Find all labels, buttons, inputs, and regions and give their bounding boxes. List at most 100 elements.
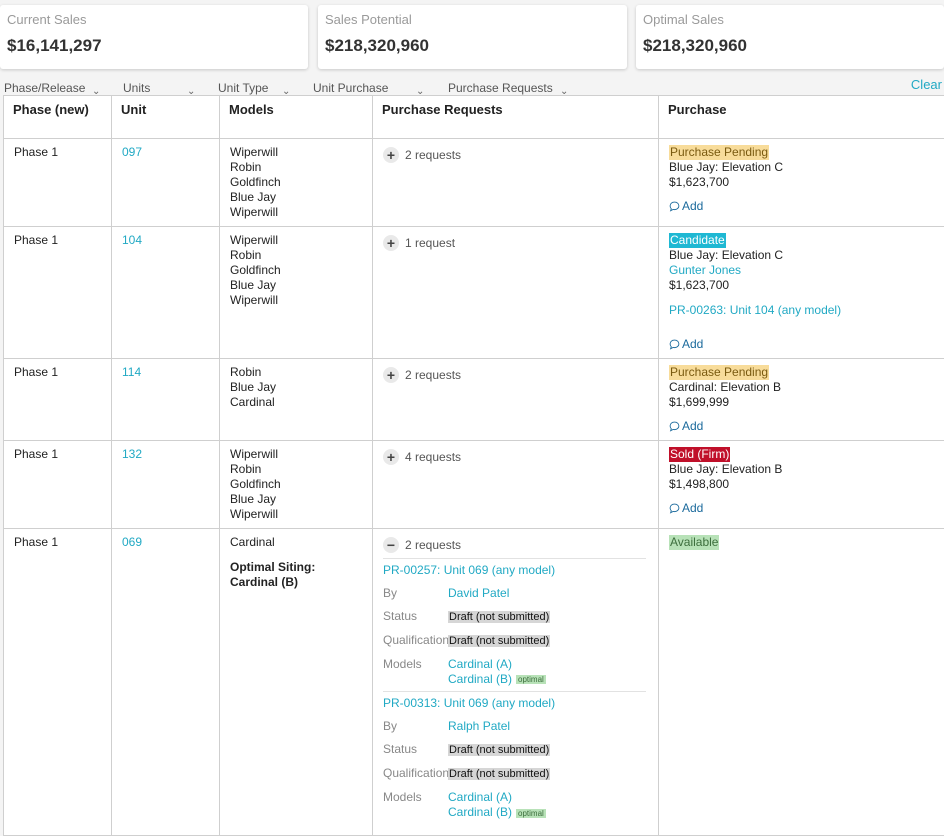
filter-unit-purchase[interactable]: Unit Purchase ⌄	[313, 81, 388, 95]
table-row: Phase 1 069 Cardinal Optimal Siting: Car…	[4, 529, 944, 836]
status-badge: Draft (not submitted)	[448, 744, 550, 756]
status-badge: Draft (not submitted)	[448, 611, 550, 623]
requests-count: 4 requests	[405, 450, 461, 465]
optimal-sales-label: Optimal Sales	[643, 12, 937, 27]
requests-expand-toggle[interactable]: + 1 request	[383, 235, 646, 251]
filter-purchase-requests-label: Purchase Requests	[448, 81, 553, 95]
model-name: Cardinal	[230, 395, 362, 410]
column-header-purchase-requests[interactable]: Purchase Requests	[373, 96, 659, 139]
phase-cell: Phase 1	[4, 227, 112, 359]
qualification-badge: Draft (not submitted)	[448, 635, 550, 647]
unit-link[interactable]: 097	[122, 145, 142, 159]
unit-link[interactable]: 069	[122, 535, 142, 549]
model-name: Cardinal	[230, 535, 362, 550]
requests-expand-toggle[interactable]: + 4 requests	[383, 449, 646, 465]
filter-units[interactable]: Units ⌄	[123, 81, 150, 95]
requests-collapse-toggle[interactable]: − 2 requests	[383, 537, 646, 553]
optimal-siting-label: Optimal Siting:	[230, 560, 362, 575]
model-link[interactable]: Cardinal (B)	[448, 805, 512, 819]
phase-cell: Phase 1	[4, 441, 112, 529]
buyer-link[interactable]: Gunter Jones	[669, 263, 934, 278]
comment-icon	[669, 339, 680, 350]
optimal-sales-value: $218,320,960	[643, 36, 937, 56]
model-name: Robin	[230, 248, 362, 263]
filter-phase-release-label: Phase/Release	[4, 81, 85, 95]
purchase-request-link[interactable]: PR-00257: Unit 069 (any model)	[383, 563, 646, 578]
models-label: Models	[383, 790, 448, 820]
qualification-label: Qualification	[383, 633, 448, 649]
filter-unit-type[interactable]: Unit Type ⌄	[218, 81, 268, 95]
optimal-sales-card: Optimal Sales $218,320,960	[636, 5, 944, 69]
model-name: Wiperwill	[230, 507, 362, 522]
add-label: Add	[682, 419, 703, 434]
unit-link[interactable]: 104	[122, 233, 142, 247]
model-name: Robin	[230, 462, 362, 477]
phase-cell: Phase 1	[4, 359, 112, 441]
phase-cell: Phase 1	[4, 529, 112, 836]
model-name: Blue Jay	[230, 278, 362, 293]
models-cell: Cardinal Optimal Siting: Cardinal (B)	[220, 529, 373, 836]
status-label: Status	[383, 609, 448, 625]
column-header-unit[interactable]: Unit	[112, 96, 220, 139]
column-header-phase[interactable]: Phase (new)	[4, 96, 112, 139]
qualification-label: Qualification	[383, 766, 448, 782]
models-cell: Wiperwill Robin Goldfinch Blue Jay Wiper…	[220, 227, 373, 359]
optimal-badge: optimal	[516, 809, 546, 818]
requests-count: 2 requests	[405, 538, 461, 553]
model-name: Blue Jay	[230, 492, 362, 507]
optimal-badge: optimal	[516, 675, 546, 684]
add-comment-button[interactable]: Add	[669, 337, 934, 352]
purchase-model: Blue Jay: Elevation C	[669, 160, 934, 175]
purchase-price: $1,699,999	[669, 395, 934, 410]
column-header-purchase[interactable]: Purchase	[659, 96, 944, 139]
unit-link[interactable]: 132	[122, 447, 142, 461]
filter-purchase-requests[interactable]: Purchase Requests ⌄	[448, 81, 553, 95]
status-badge: Purchase Pending	[669, 365, 769, 380]
model-name: Goldfinch	[230, 175, 362, 190]
column-header-models[interactable]: Models	[220, 96, 373, 139]
table-header-row: Phase (new) Unit Models Purchase Request…	[4, 96, 944, 139]
model-link[interactable]: Cardinal (A)	[448, 657, 512, 671]
purchase-price: $1,498,800	[669, 477, 934, 492]
add-comment-button[interactable]: Add	[669, 419, 934, 434]
purchase-price: $1,623,700	[669, 175, 934, 190]
requests-count: 1 request	[405, 236, 455, 251]
clear-filters-link[interactable]: Clear	[911, 77, 942, 92]
add-comment-button[interactable]: Add	[669, 199, 934, 214]
model-link[interactable]: Cardinal (A)	[448, 790, 512, 804]
model-link[interactable]: Cardinal (B)	[448, 672, 512, 686]
model-name: Blue Jay	[230, 380, 362, 395]
plus-icon: +	[383, 449, 399, 465]
current-sales-label: Current Sales	[7, 12, 301, 27]
model-name: Goldfinch	[230, 477, 362, 492]
model-name: Goldfinch	[230, 263, 362, 278]
unit-link[interactable]: 114	[122, 365, 141, 379]
requester-link[interactable]: David Patel	[448, 586, 509, 600]
phase-cell: Phase 1	[4, 139, 112, 227]
requester-link[interactable]: Ralph Patel	[448, 719, 510, 733]
models-label: Models	[383, 657, 448, 687]
filter-unit-type-label: Unit Type	[218, 81, 268, 95]
model-name: Wiperwill	[230, 145, 362, 160]
table-row: Phase 1 132 Wiperwill Robin Goldfinch Bl…	[4, 441, 944, 529]
filter-phase-release[interactable]: Phase/Release ⌄	[4, 81, 85, 95]
model-name: Robin	[230, 365, 362, 380]
requests-expand-toggle[interactable]: + 2 requests	[383, 367, 646, 383]
status-badge: Available	[669, 535, 719, 550]
table-row: Phase 1 097 Wiperwill Robin Goldfinch Bl…	[4, 139, 944, 227]
purchase-request-link[interactable]: PR-00313: Unit 069 (any model)	[383, 696, 646, 711]
models-cell: Robin Blue Jay Cardinal	[220, 359, 373, 441]
add-comment-button[interactable]: Add	[669, 501, 934, 516]
requests-expand-toggle[interactable]: + 2 requests	[383, 147, 646, 163]
status-label: Status	[383, 742, 448, 758]
model-name: Robin	[230, 160, 362, 175]
status-badge: Candidate	[669, 233, 726, 248]
purchase-request-link[interactable]: PR-00263: Unit 104 (any model)	[669, 303, 934, 318]
model-name: Blue Jay	[230, 190, 362, 205]
purchase-request-item: PR-00257: Unit 069 (any model) By David …	[383, 558, 646, 687]
purchase-request-item: PR-00313: Unit 069 (any model) By Ralph …	[383, 691, 646, 820]
minus-icon: −	[383, 537, 399, 553]
model-name: Wiperwill	[230, 205, 362, 220]
table-row: Phase 1 104 Wiperwill Robin Goldfinch Bl…	[4, 227, 944, 359]
table-row: Phase 1 114 Robin Blue Jay Cardinal + 2 …	[4, 359, 944, 441]
